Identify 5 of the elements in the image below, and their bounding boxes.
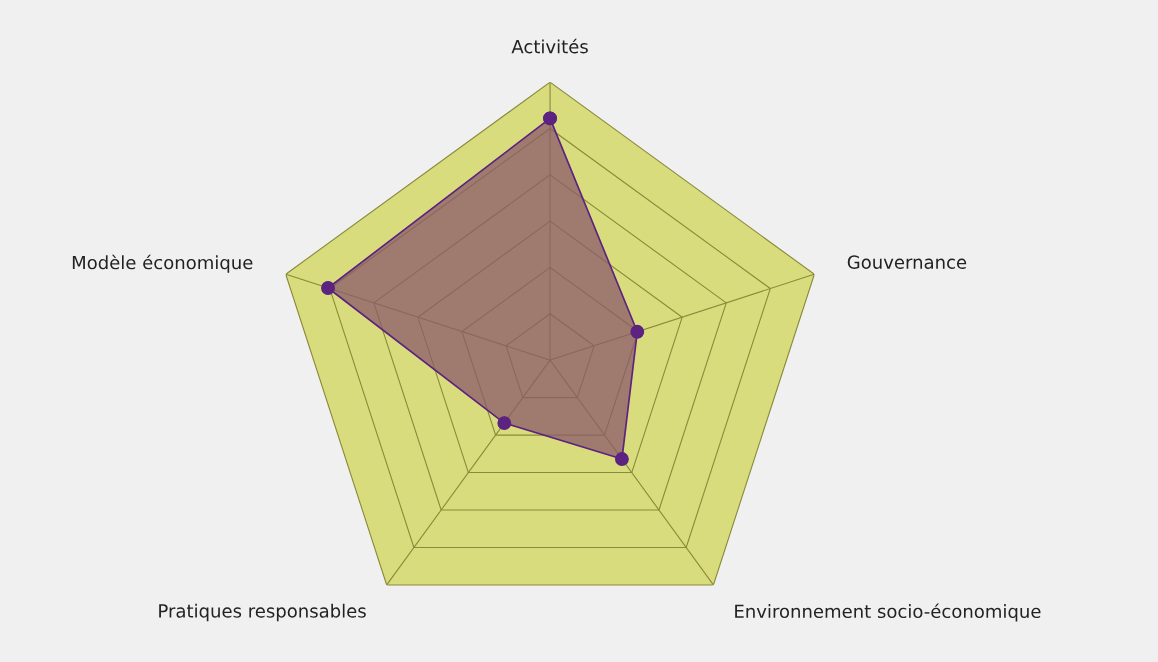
spoke-label: Modèle économique bbox=[72, 254, 253, 273]
spoke-label: Gouvernance bbox=[847, 255, 967, 269]
spoke-label: Pratiques responsables bbox=[159, 603, 366, 622]
spoke-label: Environnement socio-économique bbox=[735, 603, 1041, 622]
spoke-label: Activités bbox=[511, 38, 588, 54]
